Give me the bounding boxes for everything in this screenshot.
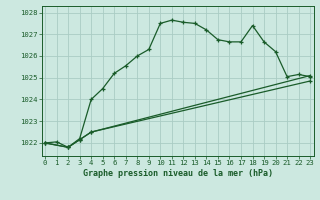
X-axis label: Graphe pression niveau de la mer (hPa): Graphe pression niveau de la mer (hPa) [83,169,273,178]
